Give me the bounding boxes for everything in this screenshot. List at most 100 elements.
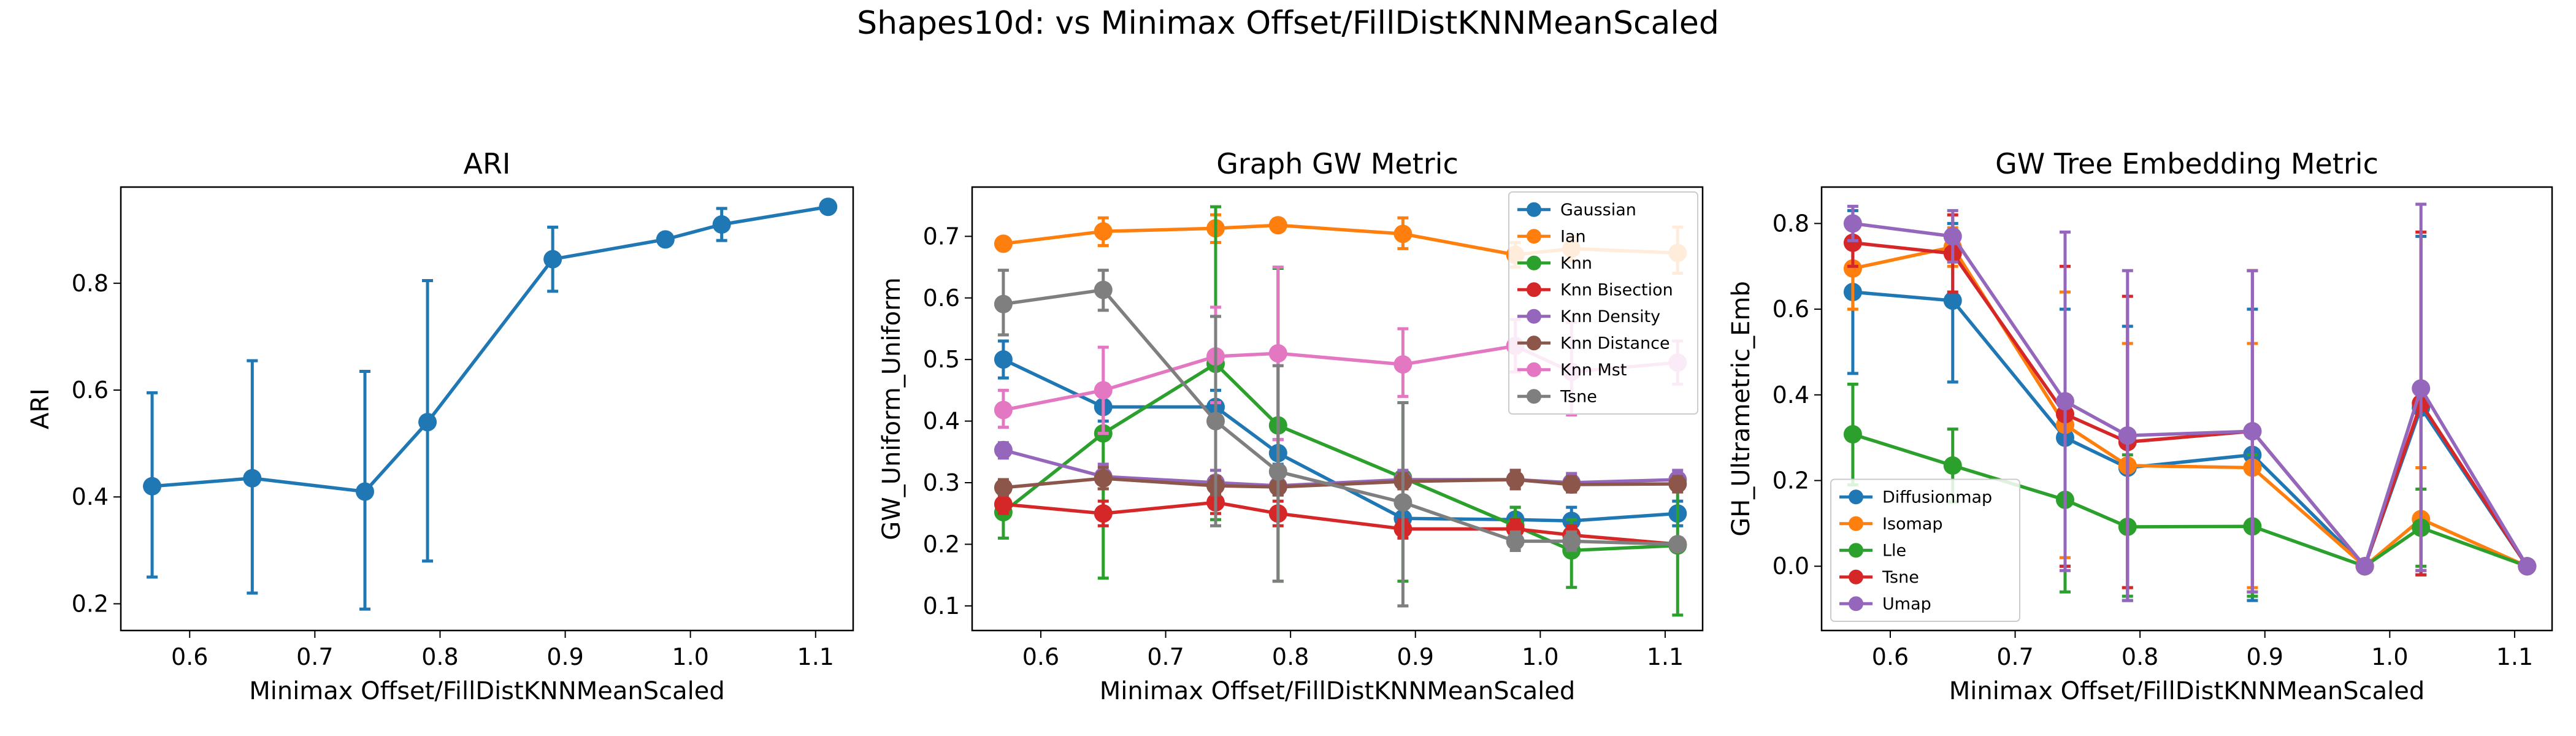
- legend-marker: [1527, 389, 1541, 404]
- y-tick-label: 0.2: [923, 531, 960, 558]
- x-tick-label: 0.6: [1022, 643, 1059, 670]
- series-tsne: [994, 269, 1687, 608]
- y-tick-label: 0.4: [72, 483, 109, 510]
- data-point: [1094, 280, 1113, 299]
- legend-marker: [1849, 489, 1863, 505]
- y-tick-label: 0.1: [923, 592, 960, 619]
- y-tick-label: 0.4: [1773, 381, 1809, 408]
- x-axis-label: Minimax Offset/FillDistKNNMeanScaled: [249, 677, 725, 705]
- data-point: [1943, 227, 1962, 246]
- x-tick-label: 0.9: [2247, 643, 2283, 670]
- legend-marker: [1527, 229, 1541, 244]
- y-tick-label: 0.8: [72, 270, 109, 297]
- chart-title: Graph GW Metric: [1216, 147, 1458, 180]
- series-umap: [1843, 202, 2537, 602]
- data-point: [712, 215, 731, 234]
- legend-label: Tsne: [1560, 387, 1597, 406]
- series-line: [1003, 500, 1678, 546]
- legend-label: Knn Distance: [1560, 334, 1670, 353]
- data-point: [1506, 532, 1525, 551]
- chart-panel-3: GW Tree Embedding Metric 0.6 0.7 0.8 0.9 1.0 1…: [1727, 147, 2553, 705]
- legend-marker: [1527, 362, 1541, 377]
- data-point: [994, 294, 1013, 313]
- x-tick-label: 1.0: [1522, 643, 1558, 670]
- chart-panel-2: Graph GW Metric 0.6 0.7 0.8 0.9 1.0 1.1 0.1 0.2 0…: [878, 147, 1704, 705]
- data-point: [994, 234, 1013, 253]
- data-point: [1843, 259, 1862, 278]
- legend-label: Ian: [1560, 227, 1586, 246]
- data-point: [1943, 291, 1962, 310]
- data-point: [1668, 535, 1687, 554]
- x-axis-label: Minimax Offset/FillDistKNNMeanScaled: [1100, 677, 1576, 705]
- series-knn-bisection: [994, 490, 1687, 554]
- data-point: [2243, 422, 2262, 441]
- legend-label: Knn: [1560, 254, 1592, 273]
- data-point: [2355, 557, 2374, 576]
- data-point: [656, 230, 675, 249]
- data-point: [1094, 469, 1113, 488]
- series-line: [1003, 477, 1678, 489]
- plot-frame: [1820, 186, 2553, 632]
- legend-marker: [1527, 282, 1541, 297]
- legend-label: Knn Density: [1560, 307, 1660, 326]
- x-tick-label: 1.1: [797, 643, 834, 670]
- y-tick-label: 0.6: [72, 377, 109, 404]
- plot-frame: [120, 186, 854, 632]
- y-tick-label: 0.7: [923, 223, 960, 250]
- y-axis-label: GW_Uniform_Uniform: [878, 277, 906, 540]
- data-point: [2118, 426, 2137, 445]
- data-point: [1668, 475, 1687, 494]
- data-point: [243, 469, 262, 488]
- y-axis-label: GH_Ultrametric_Emb: [1727, 281, 1755, 537]
- data-point: [1094, 381, 1113, 400]
- legend-marker: [1527, 335, 1541, 351]
- y-tick-label: 0.5: [923, 346, 960, 373]
- series-line: [1003, 288, 1678, 546]
- data-point: [143, 477, 162, 496]
- x-tick-label: 0.8: [421, 643, 458, 670]
- data-point: [994, 440, 1013, 459]
- y-tick-label: 0.8: [1773, 210, 1809, 237]
- legend-label: Umap: [1882, 594, 1931, 613]
- data-point: [2518, 557, 2537, 576]
- series-line: [1852, 221, 2529, 570]
- legend-label: Lle: [1882, 541, 1906, 560]
- x-tick-label: 0.6: [1872, 643, 1909, 670]
- series-line: [1852, 241, 2529, 570]
- legend-label: Gaussian: [1560, 201, 1636, 220]
- data-point: [2056, 392, 2074, 411]
- x-tick-label: 0.7: [1147, 643, 1184, 670]
- legend-marker: [1849, 516, 1863, 531]
- data-point: [1206, 412, 1225, 431]
- x-tick-label: 0.7: [296, 643, 333, 670]
- data-point: [1393, 224, 1413, 243]
- y-tick-label: 0.6: [1773, 296, 1809, 323]
- x-axis-label: Minimax Offset/FillDistKNNMeanScaled: [1949, 677, 2425, 705]
- y-tick-label: 0.0: [1773, 553, 1809, 580]
- x-tick-label: 1.1: [1647, 643, 1684, 670]
- legend-label: Knn Bisection: [1560, 280, 1673, 299]
- legend: Diffusionmap Isomap Lle Tsne Umap: [1830, 478, 2020, 622]
- x-tick-label: 1.0: [672, 643, 708, 670]
- legend-marker: [1527, 309, 1541, 324]
- series-line: [151, 205, 829, 494]
- x-tick-label: 1.1: [2496, 643, 2533, 670]
- data-point: [543, 250, 562, 269]
- data-point: [356, 482, 374, 501]
- x-tick-label: 0.7: [1996, 643, 2033, 670]
- data-point: [1268, 344, 1287, 363]
- x-tick-label: 0.9: [546, 643, 583, 670]
- x-tick-label: 1.0: [2371, 643, 2408, 670]
- y-tick-label: 0.3: [923, 469, 960, 496]
- legend-box: [1830, 478, 2020, 622]
- legend-label: Knn Mst: [1560, 361, 1627, 380]
- legend-marker: [1849, 596, 1863, 611]
- data-point: [1094, 222, 1113, 241]
- data-point: [1094, 504, 1113, 523]
- y-tick-label: 0.6: [923, 285, 960, 312]
- data-point: [1268, 216, 1287, 235]
- y-axis-label: ARI: [26, 388, 55, 429]
- data-point: [994, 478, 1013, 497]
- legend-marker: [1527, 202, 1541, 217]
